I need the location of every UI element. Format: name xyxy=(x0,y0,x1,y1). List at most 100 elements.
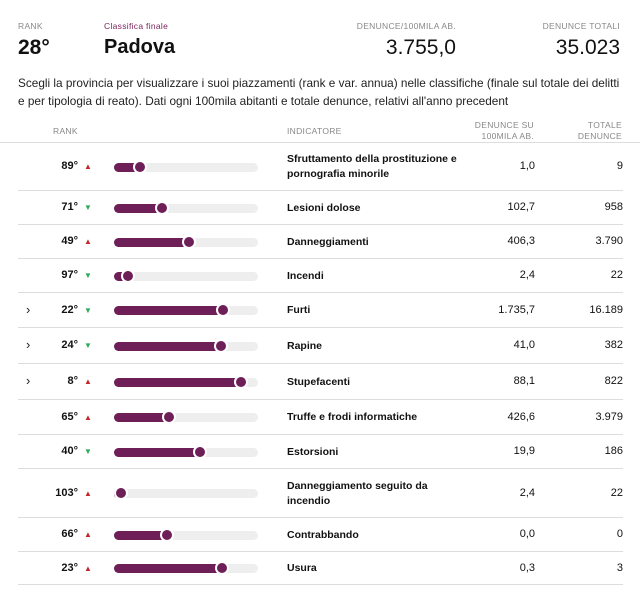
rank-bar-fill xyxy=(114,306,224,315)
row-rank: 24° xyxy=(61,339,78,351)
rank-bar-knob xyxy=(114,486,129,500)
trend-up-icon: ▲ xyxy=(84,530,92,539)
trend-down-icon: ▼ xyxy=(84,305,92,315)
rank-bar-fill xyxy=(114,271,129,281)
indicator-name: Contrabbando xyxy=(287,528,359,541)
per100k-cell: 0,3 xyxy=(519,561,535,574)
indicator-name: Truffe e frodi informatiche xyxy=(287,411,418,423)
total-cell: 0 xyxy=(616,528,623,540)
total-cell: 22 xyxy=(610,486,623,499)
trend-up-icon: ▲ xyxy=(84,377,92,386)
rank-bar-knob xyxy=(154,200,169,215)
indicator-name: Sfruttamento della prostituzione e porno… xyxy=(287,153,457,180)
per100k-value: 3.755,0 xyxy=(385,36,456,59)
indicator-name: Furti xyxy=(287,304,311,316)
rank-bar-track xyxy=(114,268,258,283)
total-cell: 186 xyxy=(604,445,623,457)
total-cell: 16.189 xyxy=(589,303,623,316)
rank-bar-track xyxy=(114,374,258,389)
total-cell: 3 xyxy=(616,561,623,574)
trend-up-icon: ▲ xyxy=(84,162,92,171)
total-cell: 382 xyxy=(604,339,623,351)
row-rank: 23° xyxy=(61,561,78,574)
row-rank: 103° xyxy=(55,486,78,499)
expand-chevron-icon[interactable]: › xyxy=(26,373,31,388)
rank-bar-knob xyxy=(132,159,147,174)
indicator-table: 89° ▲ Sfruttamento della prostituzione e p… xyxy=(18,143,623,585)
rank-bar-track xyxy=(114,303,258,317)
rank-bar-knob xyxy=(181,234,196,249)
table-row: 89° ▲ Sfruttamento della prostituzione e p… xyxy=(18,143,623,191)
trend-up-icon: ▲ xyxy=(84,563,92,573)
col-total: TOTALE DENUNCE xyxy=(577,120,622,141)
trend-up-icon: ▲ xyxy=(84,488,92,498)
col-rank: RANK xyxy=(53,126,78,136)
row-rank: 66° xyxy=(61,528,78,540)
rank-bar-fill xyxy=(114,203,162,213)
table-row[interactable]: › 24° ▼ Rapine 41,0 382 xyxy=(18,328,623,364)
indicator-name: Estorsioni xyxy=(287,445,339,458)
rank-value: 28° xyxy=(18,36,50,59)
rank-bar-track xyxy=(114,527,258,542)
table-header: RANK INDICATORE DENUNCE SU 100MILA AB. T… xyxy=(0,120,640,143)
total-cell: 3.979 xyxy=(595,410,623,423)
trend-down-icon: ▼ xyxy=(84,271,92,280)
expand-chevron-icon[interactable]: › xyxy=(26,301,31,317)
province-name: Padova xyxy=(104,36,176,58)
rank-bar-track xyxy=(114,234,258,249)
total-cell: 3.790 xyxy=(595,235,623,247)
rank-bar-track xyxy=(114,444,258,459)
per100k-cell: 88,1 xyxy=(513,375,535,387)
col-indicator: INDICATORE xyxy=(287,126,342,136)
rank-bar-track xyxy=(114,159,258,174)
indicator-name: Usura xyxy=(287,562,317,574)
table-row: 40° ▼ Estorsioni 19,9 186 xyxy=(18,435,623,469)
rank-bar-knob xyxy=(193,444,208,459)
summary-header: RANK 28° Classifica finale Padova DENUNC… xyxy=(0,0,640,62)
rank-bar-fill xyxy=(114,377,241,387)
rank-bar-fill xyxy=(114,564,222,573)
row-rank: 8° xyxy=(67,375,78,387)
indicator-name: Stupefacenti xyxy=(287,375,351,388)
rank-bar-knob xyxy=(160,527,175,542)
rank-bar-fill xyxy=(114,237,189,247)
rank-bar-track xyxy=(114,561,258,575)
rank-bar-fill xyxy=(114,341,221,351)
trend-down-icon: ▼ xyxy=(84,341,92,350)
table-row: 65° ▲ Truffe e frodi informatiche 426,6 3.97… xyxy=(18,400,623,435)
indicator-name: Danneggiamento seguito da incendio xyxy=(287,479,428,507)
indicator-name: Danneggiamenti xyxy=(287,235,369,248)
per100k-cell: 2,4 xyxy=(519,486,535,499)
total-value: 35.023 xyxy=(555,36,620,59)
rank-bar-fill xyxy=(114,447,201,457)
per100k-cell: 41,0 xyxy=(513,339,535,351)
trend-up-icon: ▲ xyxy=(84,237,92,246)
total-cell: 822 xyxy=(604,375,623,387)
rank-bar-fill xyxy=(114,530,168,540)
table-row: 97° ▼ Incendi 2,4 22 xyxy=(18,259,623,293)
per100k-cell: 426,6 xyxy=(507,410,535,423)
expand-chevron-icon[interactable]: › xyxy=(26,337,31,352)
per100k-cell: 1.735,7 xyxy=(498,303,535,316)
total-cell: 9 xyxy=(616,160,623,172)
table-row: 23° ▲ Usura 0,3 3 xyxy=(18,552,623,585)
rank-bar-track xyxy=(114,486,258,500)
rank-bar-track xyxy=(114,338,258,353)
per100k-cell: 2,4 xyxy=(519,269,535,281)
per100k-label: DENUNCE/100MILA AB. xyxy=(356,21,456,31)
per100k-cell: 102,7 xyxy=(507,201,535,213)
rank-label: RANK xyxy=(18,21,43,31)
rank-bar-fill xyxy=(114,413,169,422)
rank-bar-knob xyxy=(216,303,231,317)
table-row: 49° ▲ Danneggiamenti 406,3 3.790 xyxy=(18,225,623,259)
row-rank: 71° xyxy=(61,201,78,213)
rank-bar-fill xyxy=(114,162,140,172)
rank-bar-knob xyxy=(161,410,176,424)
indicator-name: Lesioni dolose xyxy=(287,201,361,214)
trend-down-icon: ▼ xyxy=(84,447,92,456)
table-row[interactable]: › 8° ▲ Stupefacenti 88,1 822 xyxy=(18,364,623,400)
table-row[interactable]: › 22° ▼ Furti 1.735,7 16.189 xyxy=(18,293,623,328)
table-row: 66° ▲ Contrabbando 0,0 0 xyxy=(18,518,623,552)
row-rank: 49° xyxy=(61,235,78,247)
rank-bar-track xyxy=(114,200,258,215)
